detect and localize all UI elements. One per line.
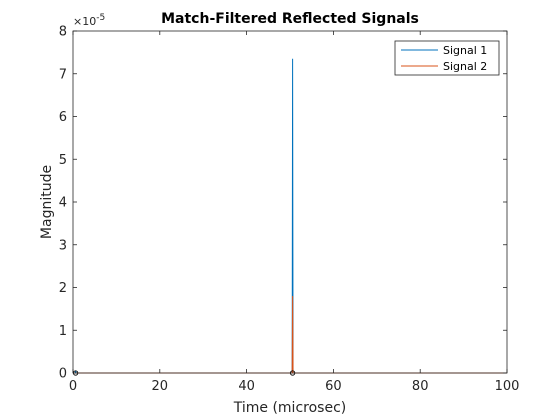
y-exponent-base: ×10 [73, 15, 96, 28]
plot-area [73, 31, 507, 373]
y-tick-label: 3 [59, 238, 67, 253]
x-tick-label: 40 [238, 379, 255, 394]
y-tick-label: 5 [59, 153, 67, 168]
y-tick-label: 0 [59, 367, 67, 382]
x-axis-ticks: 0 20 40 60 80 100 [69, 31, 520, 394]
y-axis-label: Magnitude [39, 165, 55, 239]
y-exponent-label: ×10-5 [73, 13, 105, 28]
y-tick-label: 4 [59, 196, 67, 211]
y-tick-label: 6 [59, 110, 67, 125]
y-tick-label: 1 [59, 324, 67, 339]
x-tick-label: 80 [412, 379, 429, 394]
svg-text:×10-5: ×10-5 [73, 13, 105, 28]
y-exponent-power: -5 [96, 13, 105, 23]
legend-box [394, 40, 500, 76]
x-tick-label: 60 [325, 379, 342, 394]
x-tick-label: 100 [495, 379, 520, 394]
y-axis-ticks: 0 1 2 3 4 5 6 7 8 [59, 25, 507, 382]
chart-title: Match-Filtered Reflected Signals [161, 11, 419, 27]
legend: Signal 1 Signal 2 [394, 40, 500, 76]
y-tick-label: 7 [59, 67, 67, 82]
legend-label-1: Signal 1 [443, 44, 487, 57]
y-tick-label: 2 [59, 281, 67, 296]
y-tick-label: 8 [59, 25, 67, 40]
x-tick-label: 0 [69, 379, 77, 394]
x-tick-label: 20 [152, 379, 169, 394]
legend-label-2: Signal 2 [443, 60, 487, 73]
x-axis-label: Time (microsec) [233, 400, 346, 416]
